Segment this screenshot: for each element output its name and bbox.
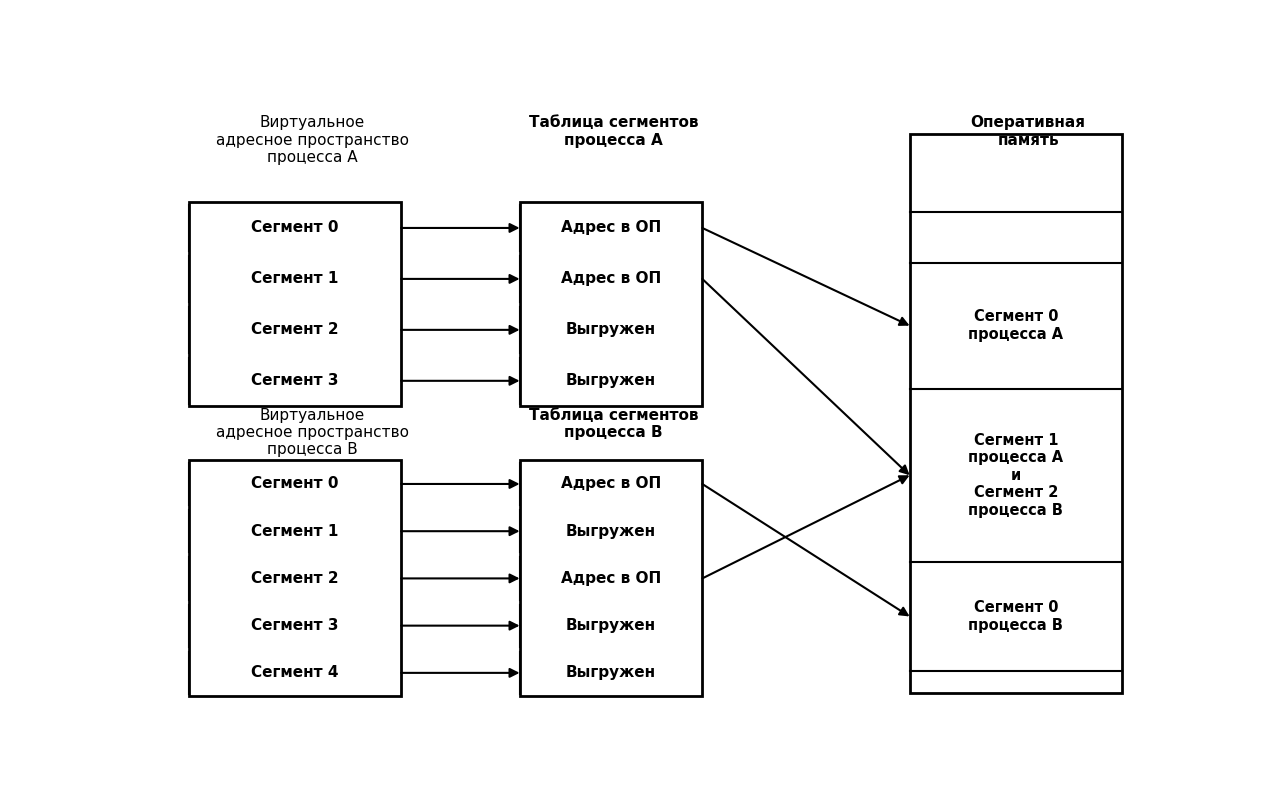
- Bar: [520, 463, 702, 505]
- Text: Сегмент 2: Сегмент 2: [251, 571, 339, 586]
- Text: Таблица сегментов
процесса В: Таблица сегментов процесса В: [529, 408, 698, 440]
- Text: Виртуальное
адресное пространство
процесса В: Виртуальное адресное пространство процес…: [215, 408, 409, 458]
- Bar: [520, 358, 702, 404]
- Bar: [520, 510, 702, 552]
- Bar: [189, 652, 401, 694]
- Bar: [520, 256, 702, 302]
- Text: Сегмент 1: Сегмент 1: [251, 271, 339, 286]
- Text: Сегмент 0: Сегмент 0: [251, 220, 339, 236]
- Bar: [520, 307, 702, 353]
- Text: Сегмент 0: Сегмент 0: [251, 476, 339, 491]
- Text: Выгружен: Выгружен: [566, 665, 656, 680]
- Bar: [520, 203, 702, 406]
- Text: Сегмент 2: Сегмент 2: [251, 322, 339, 337]
- Bar: [189, 463, 401, 505]
- Bar: [189, 510, 401, 552]
- Text: Сегмент 1
процесса А
и
Сегмент 2
процесса В: Сегмент 1 процесса А и Сегмент 2 процесс…: [968, 433, 1064, 517]
- Text: Сегмент 3: Сегмент 3: [251, 374, 339, 388]
- Bar: [189, 203, 401, 406]
- Bar: [910, 134, 1122, 693]
- Text: Сегмент 1: Сегмент 1: [251, 524, 339, 539]
- Bar: [520, 460, 702, 696]
- Bar: [520, 205, 702, 251]
- Text: Адрес в ОП: Адрес в ОП: [561, 571, 661, 586]
- Text: Выгружен: Выгружен: [566, 524, 656, 539]
- Bar: [520, 652, 702, 694]
- Bar: [189, 307, 401, 353]
- Bar: [189, 205, 401, 251]
- Text: Таблица сегментов
процесса А: Таблица сегментов процесса А: [529, 115, 698, 148]
- Text: Адрес в ОП: Адрес в ОП: [561, 271, 661, 286]
- Bar: [189, 256, 401, 302]
- Text: Сегмент 4: Сегмент 4: [251, 665, 339, 680]
- Text: Выгружен: Выгружен: [566, 322, 656, 337]
- Bar: [520, 604, 702, 646]
- Bar: [189, 460, 401, 696]
- Text: Сегмент 3: Сегмент 3: [251, 618, 339, 633]
- Text: Выгружен: Выгружен: [566, 618, 656, 633]
- Text: Выгружен: Выгружен: [566, 374, 656, 388]
- Text: Оперативная
память: Оперативная память: [971, 115, 1085, 148]
- Text: Сегмент 0
процесса А: Сегмент 0 процесса А: [968, 309, 1064, 342]
- Text: Виртуальное
адресное пространство
процесса А: Виртуальное адресное пространство процес…: [215, 115, 409, 165]
- Bar: [189, 604, 401, 646]
- Text: Сегмент 0
процесса В: Сегмент 0 процесса В: [968, 600, 1064, 633]
- Bar: [189, 358, 401, 404]
- Bar: [520, 558, 702, 600]
- Text: Адрес в ОП: Адрес в ОП: [561, 220, 661, 236]
- Bar: [189, 558, 401, 600]
- Text: Адрес в ОП: Адрес в ОП: [561, 476, 661, 491]
